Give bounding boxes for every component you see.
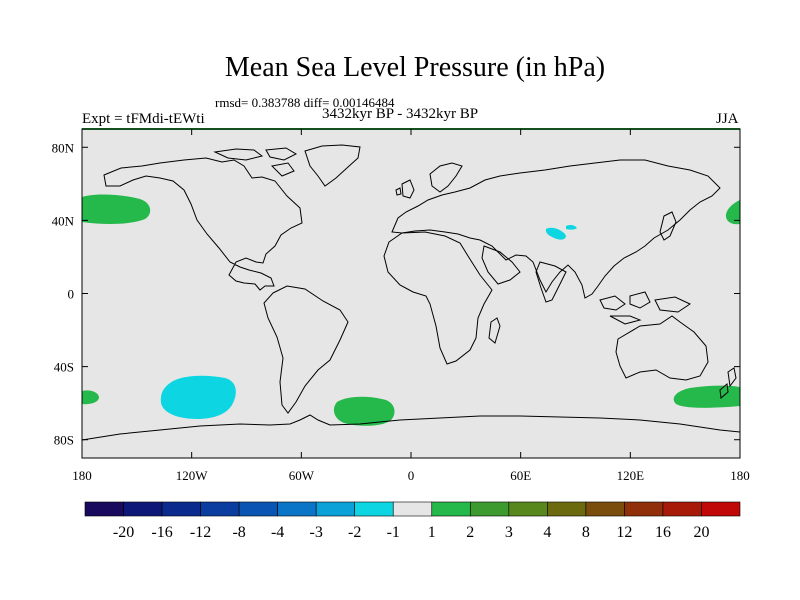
- experiment-label: Expt = tFMdi-tEWti: [82, 111, 205, 127]
- colorbar-swatch: [238, 501, 278, 517]
- colorbar: -20 -16 -12 -8 -4 -3 -2 -1 1 2 3 4 8 12 16 20: [84, 501, 741, 541]
- y-tick-label: 0: [68, 287, 75, 302]
- coast-africa: [383, 231, 493, 365]
- coastlines: [81, 144, 741, 441]
- colorbar-label: -4: [271, 524, 284, 541]
- colorbar-label: 8: [582, 524, 590, 541]
- colorbar-swatch: [624, 501, 664, 517]
- colorbar-label: -8: [232, 524, 245, 541]
- coast-scandinavia: [429, 162, 463, 193]
- coast-greenland: [304, 144, 361, 187]
- chart-title: Mean Sea Level Pressure (in hPa): [224, 52, 606, 83]
- colorbar-swatch: [277, 501, 317, 517]
- coast-eurasia: [391, 159, 721, 299]
- colorbar-label: -2: [348, 524, 361, 541]
- colorbar-label: -3: [310, 524, 323, 541]
- colorbar-swatch: [84, 501, 124, 517]
- region-south-atlantic-high: [333, 396, 395, 426]
- colorbar-swatch: [200, 501, 240, 517]
- colorbar-label: -20: [113, 524, 134, 541]
- colorbar-swatch: [123, 501, 163, 517]
- colorbar-swatch: [315, 501, 356, 517]
- region-tibet-low: [545, 224, 577, 240]
- coast-australia: [615, 315, 709, 381]
- coast-new-zealand: [719, 367, 737, 399]
- colorbar-swatch: [161, 501, 201, 517]
- colorbar-swatch: [701, 501, 741, 517]
- x-tick-label: 60E: [510, 468, 531, 483]
- coast-india: [535, 261, 567, 303]
- period-label: 3432kyr BP - 3432kyr BP: [322, 106, 479, 122]
- colorbar-swatch: [662, 501, 702, 517]
- x-tick-label: 180: [72, 468, 92, 483]
- x-tick-label: 180: [730, 468, 750, 483]
- coast-japan: [659, 211, 677, 241]
- colorbar-label: 3: [505, 524, 513, 541]
- colorbar-label: 20: [693, 524, 709, 541]
- coast-southeast-asia-islands: [599, 291, 692, 325]
- y-tick-label: 80S: [54, 433, 74, 448]
- colorbar-swatch: [469, 501, 510, 517]
- season-label: JJA: [716, 111, 739, 127]
- colorbar-label: 4: [543, 524, 551, 541]
- region-south-pacific-west-high: [82, 390, 99, 405]
- colorbar-swatch: [508, 501, 548, 517]
- colorbar-label: 1: [428, 524, 436, 541]
- colorbar-swatch: [431, 501, 471, 517]
- stats-line: rmsd= 0.383788 diff= 0.00146484: [215, 95, 395, 110]
- y-tick-label: 40N: [52, 213, 75, 228]
- y-tick-label: 40S: [54, 360, 74, 375]
- colorbar-label: -12: [190, 524, 211, 541]
- colorbar-swatch: [392, 501, 433, 517]
- region-north-pacific-west-high: [725, 200, 740, 225]
- x-tick-label: 0: [408, 468, 415, 483]
- y-tick-label: 80N: [52, 140, 75, 155]
- colorbar-label: 16: [655, 524, 671, 541]
- x-tick-label: 120W: [176, 468, 209, 483]
- coast-madagascar: [488, 317, 501, 344]
- colorbar-swatch: [354, 501, 394, 517]
- colorbar-swatch: [585, 501, 625, 517]
- x-tick-label: 60W: [289, 468, 315, 483]
- anomaly-regions: [82, 194, 740, 426]
- coast-south-america: [263, 285, 349, 414]
- colorbar-label: 12: [616, 524, 632, 541]
- coast-north-america: [103, 157, 303, 291]
- axis-ticks: 180 120W 60W 0 60E 120E 180 80N 40N 0 40S 80S: [52, 129, 750, 483]
- coast-uk: [395, 179, 415, 199]
- region-south-pacific-low: [160, 375, 236, 419]
- colorbar-swatch: [547, 501, 587, 517]
- colorbar-label: 2: [466, 524, 474, 541]
- x-tick-label: 120E: [617, 468, 645, 483]
- coast-arabia: [481, 245, 521, 285]
- colorbar-label: -1: [387, 524, 400, 541]
- coast-arctic-islands: [213, 147, 298, 177]
- colorbar-label: -16: [151, 524, 172, 541]
- region-north-pacific-east-high: [82, 194, 151, 224]
- coast-antarctica: [81, 414, 741, 441]
- region-south-tasman-high: [673, 385, 740, 408]
